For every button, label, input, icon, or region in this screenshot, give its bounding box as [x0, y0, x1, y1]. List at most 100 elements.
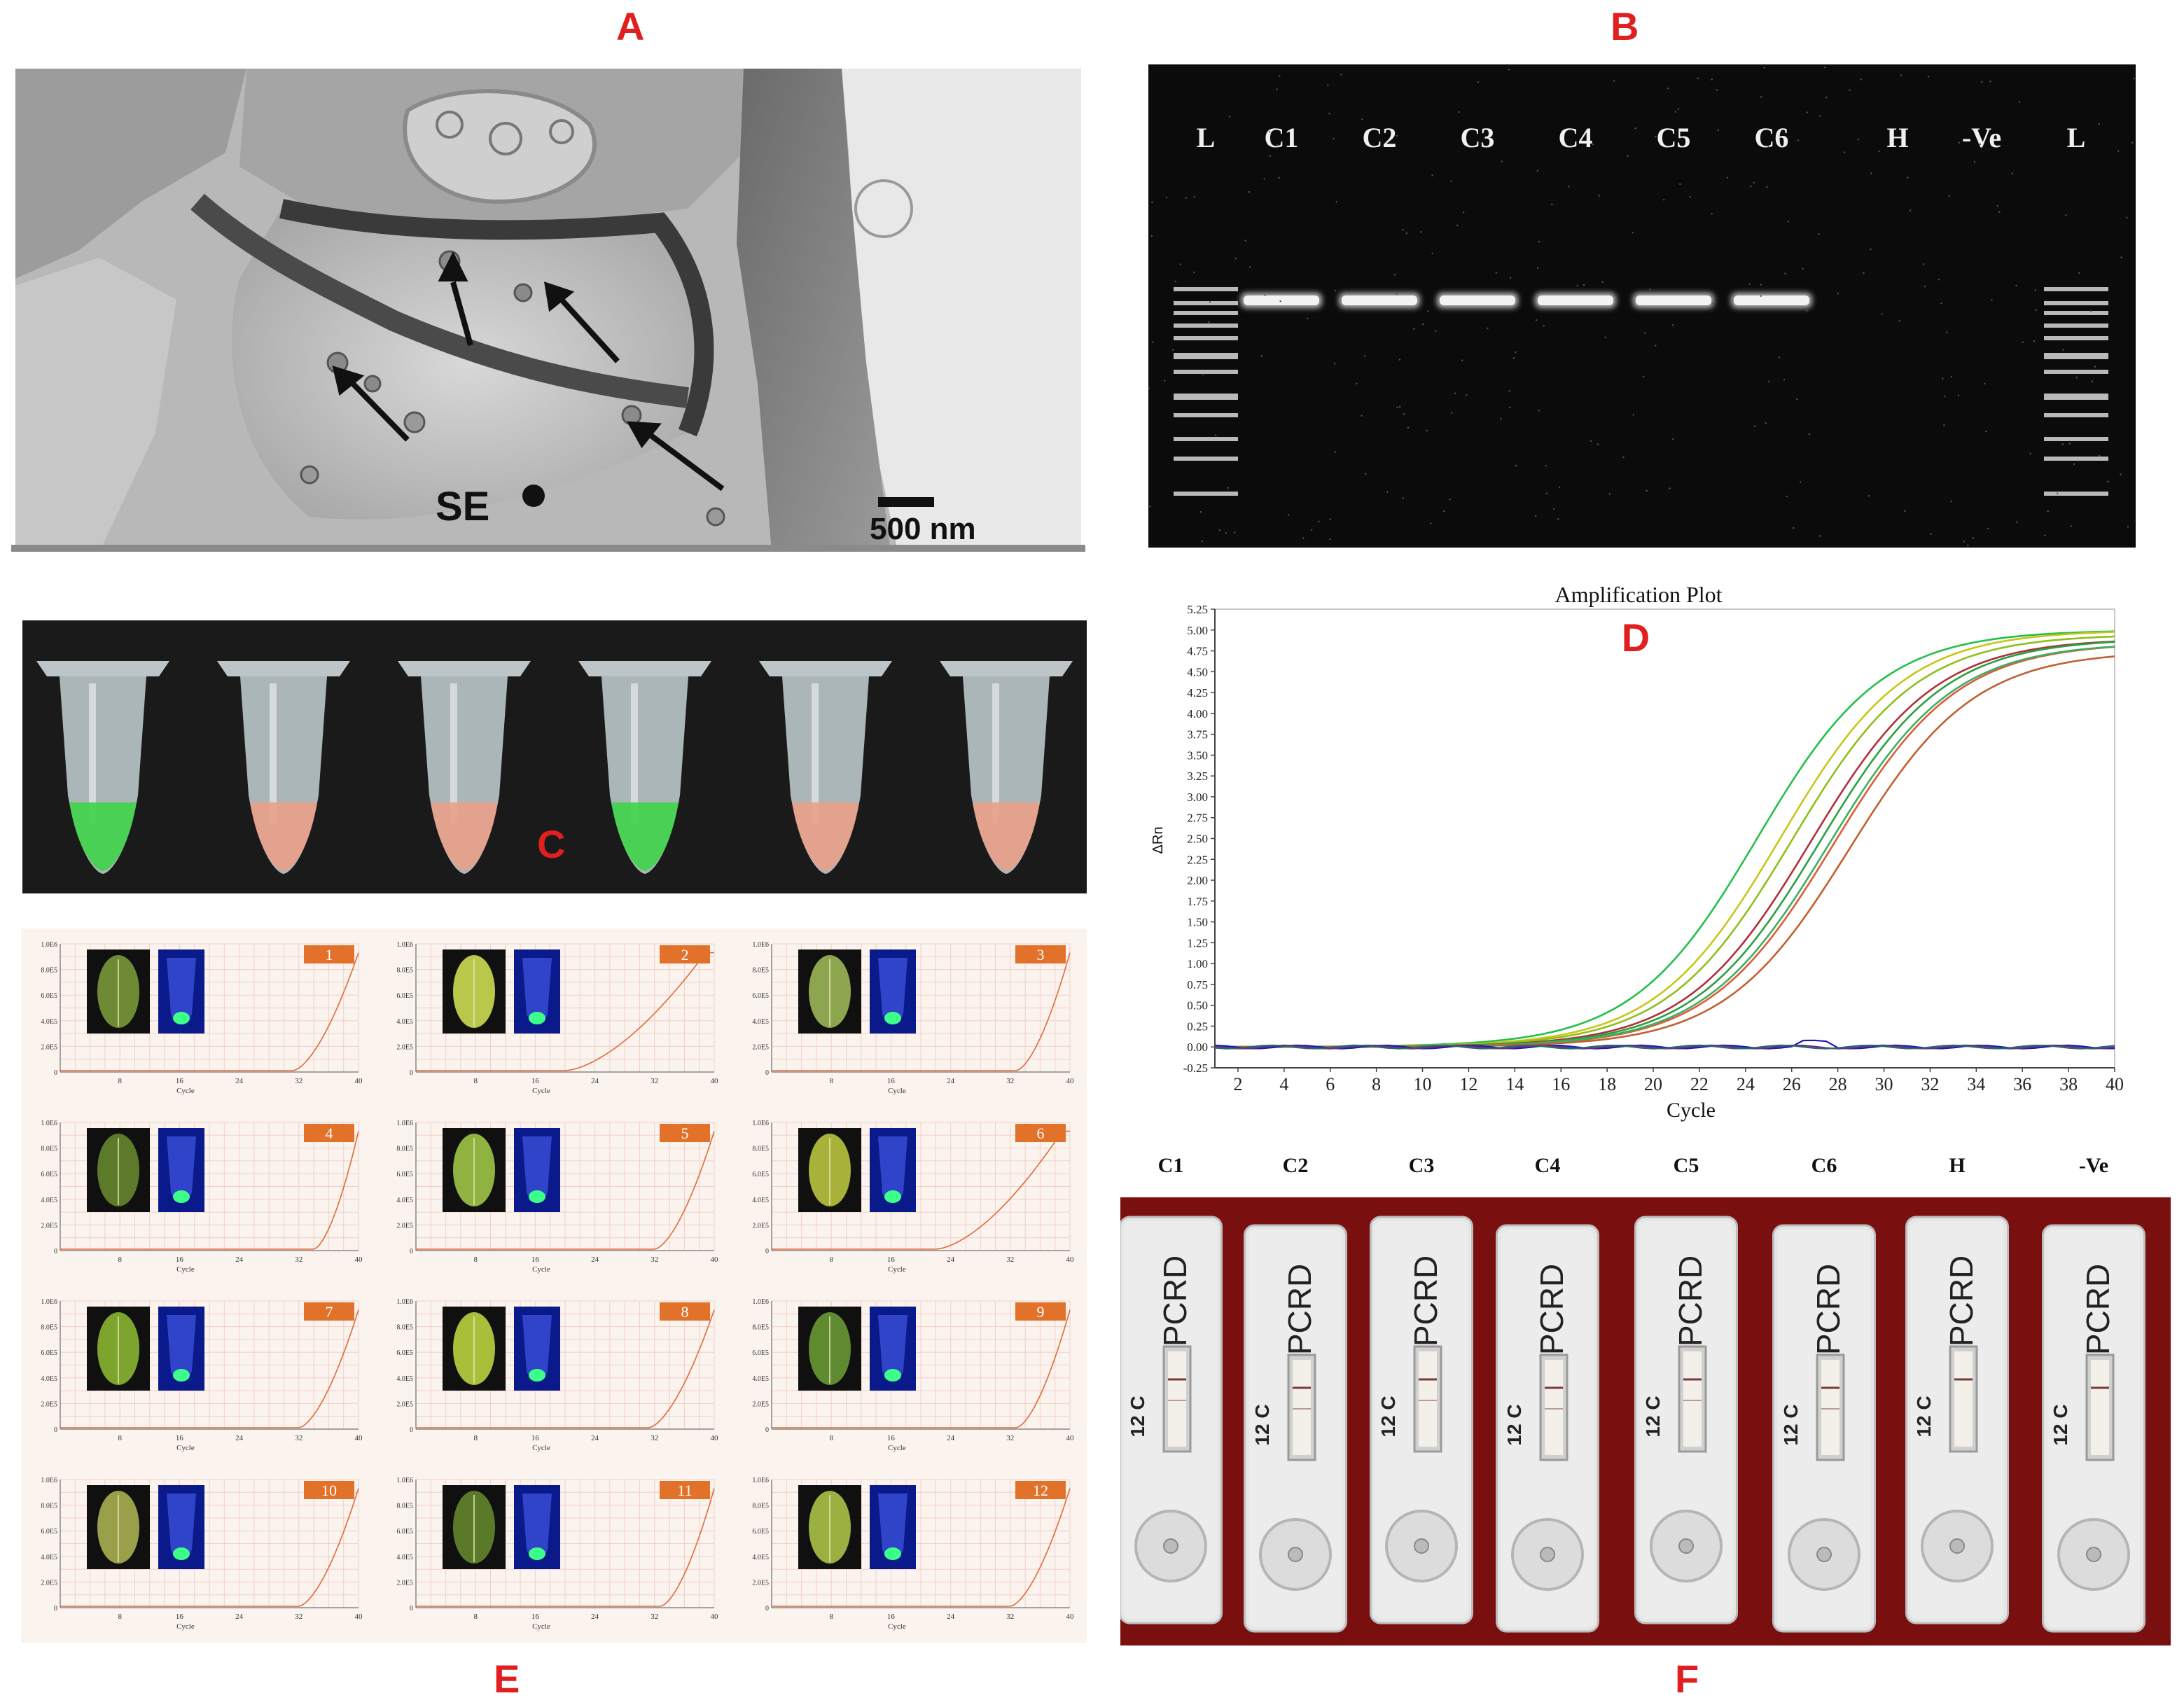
tile-x-label: Cycle: [532, 1622, 550, 1631]
gel-speckle: [1788, 221, 1789, 222]
gel-band: [1342, 295, 1417, 305]
cassette-brand: PCRD: [1407, 1255, 1444, 1346]
gel-speckle: [1944, 396, 1945, 397]
tile-x-tick: 8: [829, 1077, 833, 1085]
lateral-flow-cassette: PCRD 12 C: [1497, 1225, 1599, 1631]
tile-y-tick: 1.0E6: [752, 1477, 769, 1484]
tile-x-tick: 40: [355, 1255, 363, 1264]
scale-bar-label: 500 nm: [870, 512, 976, 546]
gel-speckle: [1202, 541, 1203, 542]
gel-speckle: [1980, 144, 1981, 145]
tile-y-tick: 4.0E5: [396, 1375, 413, 1383]
tile-y-tick: 6.0E5: [41, 1528, 57, 1536]
gel-speckle: [1501, 160, 1503, 162]
gel-speckle: [1583, 284, 1585, 286]
gel-speckle: [1984, 383, 1985, 384]
cassette-side-label: 12 C: [1642, 1396, 1664, 1437]
gel-speckle: [2076, 377, 2078, 378]
gel-band: [1734, 295, 1809, 305]
gel-speckle: [2078, 272, 2080, 274]
gel-speckle: [1537, 267, 1538, 269]
tile-x-tick: 16: [531, 1077, 540, 1085]
gel-speckle: [1477, 81, 1479, 83]
tile-x-tick: 24: [235, 1434, 244, 1442]
gel-speckle: [1898, 320, 1900, 321]
panel-label-c: C: [537, 825, 565, 864]
amp-y-tick-label: 1.75: [1187, 895, 1208, 908]
gel-speckle: [1245, 239, 1246, 241]
gel-speckle: [1943, 424, 1945, 426]
tile-x-tick: 32: [295, 1613, 302, 1621]
gel-speckle: [1340, 74, 1342, 75]
gel-band: [1636, 295, 1711, 305]
uv-fluorescence: [884, 1547, 901, 1560]
tile-y-tick: 4.0E5: [41, 1018, 57, 1026]
uv-fluorescence: [529, 1190, 545, 1203]
cassette-side-label: 12 C: [1377, 1396, 1399, 1437]
tile-y-tick: 6.0E5: [396, 1171, 413, 1178]
gel-speckle: [1672, 324, 1674, 326]
cassette-brand: PCRD: [1810, 1264, 1846, 1355]
tube-liquid: [431, 802, 498, 871]
amp-tile: 1.0E6 8.0E5 6.0E5 4.0E5 2.0E5 0 8 16 24 32 40 Cycle…: [738, 1291, 1080, 1463]
amp-y-tick-label: 2.25: [1187, 853, 1208, 866]
gel-speckle: [1215, 434, 1216, 436]
gel-speckle: [2120, 473, 2121, 475]
tile-y-tick: 6.0E5: [41, 1349, 57, 1357]
gel-speckle: [1427, 310, 1428, 312]
gel-speckle: [1819, 535, 1821, 536]
tile-x-tick: 32: [1006, 1255, 1014, 1264]
gel-speckle: [2022, 342, 2024, 343]
tile-x-tick: 24: [947, 1255, 955, 1264]
tile-y-tick: 4.0E5: [752, 1197, 769, 1204]
tile-x-tick: 8: [473, 1613, 478, 1621]
gel-speckle: [1229, 116, 1230, 117]
ladder-band: [1174, 492, 1238, 496]
gel-speckle: [1904, 510, 1905, 512]
ladder-band: [2044, 413, 2108, 417]
gel-speckle: [1551, 204, 1552, 205]
gel-speckle: [1454, 393, 1456, 394]
ladder-band: [1174, 287, 1238, 291]
amp-tile: 1.0E6 8.0E5 6.0E5 4.0E5 2.0E5 0 8 16 24 32 40 Cycle…: [738, 1470, 1080, 1641]
gel-speckle: [1718, 130, 1719, 131]
tile-y-tick: 8.0E5: [41, 967, 57, 975]
ladder-band: [2044, 301, 2108, 305]
tile-x-label: Cycle: [532, 1087, 550, 1095]
gel-speckle: [1172, 349, 1174, 350]
tile-x-tick: 8: [473, 1255, 478, 1264]
tile-x-tick: 16: [176, 1434, 184, 1442]
panel-label-b: B: [1611, 7, 1639, 46]
gel-speckle: [1910, 209, 1911, 211]
gel-speckle: [1844, 151, 1845, 153]
gel-speckle: [1280, 300, 1281, 302]
gel-speckle: [2035, 289, 2036, 291]
gel-speckle: [1959, 142, 1960, 144]
gel-speckle: [1394, 274, 1396, 275]
gel-speckle: [1279, 76, 1280, 77]
gel-speckle: [1557, 518, 1559, 520]
tile-y-tick: 4.0E5: [752, 1375, 769, 1383]
gel-speckle: [1269, 131, 1270, 132]
gel-speckle: [1806, 310, 1807, 312]
gel-speckle: [1998, 211, 2000, 213]
uv-fluorescence: [173, 1369, 190, 1382]
gel-speckle: [1633, 414, 1634, 415]
gel-speckle: [1784, 273, 1786, 274]
gel-speckle: [1151, 235, 1153, 237]
gel-speckle: [1209, 301, 1211, 302]
tile-x-tick: 24: [591, 1255, 599, 1264]
gel-speckle: [1546, 493, 1547, 494]
gel-speckle: [1334, 363, 1335, 364]
gel-speckle: [2036, 309, 2037, 311]
tile-y-tick: 0: [54, 1069, 57, 1077]
tile-y-tick: 4.0E5: [41, 1554, 57, 1561]
tile-number: 2: [681, 946, 689, 963]
gel-speckle: [1508, 69, 1510, 70]
ladder-band: [1174, 370, 1238, 374]
tile-y-tick: 1.0E6: [41, 1477, 57, 1484]
gel-speckle: [2127, 526, 2129, 527]
tile-x-tick: 32: [1006, 1077, 1014, 1085]
amp-y-tick-label: 3.00: [1187, 791, 1208, 804]
panel-label-d: D: [1622, 615, 1650, 660]
